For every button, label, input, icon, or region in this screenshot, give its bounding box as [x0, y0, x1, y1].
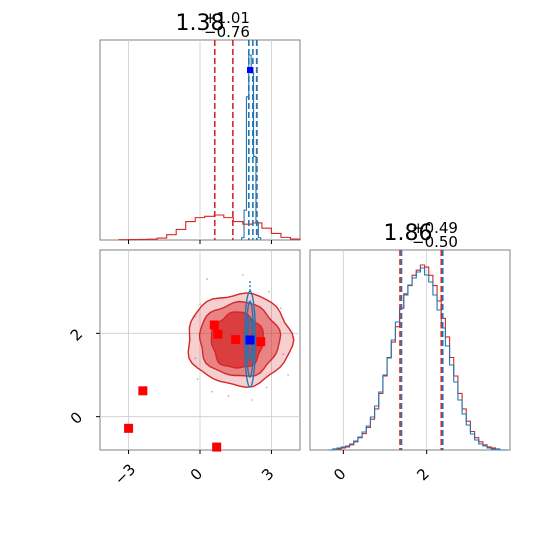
scatter-point — [241, 274, 244, 276]
blue-square-point — [245, 335, 255, 345]
x-tick-label-p1: 0 — [330, 465, 349, 484]
scatter-point — [282, 353, 285, 356]
blue-histogram-p0 — [241, 54, 262, 240]
x-tick-label-p0: −3 — [111, 460, 139, 488]
scatter-point — [265, 386, 268, 389]
y-tick-label-p1: 0 — [67, 408, 86, 427]
truth-marker-blue — [247, 67, 253, 73]
scatter-point — [227, 394, 230, 397]
scatter-point — [268, 290, 270, 293]
joint-panel — [96, 249, 301, 454]
red-square-point — [138, 386, 148, 396]
red-square-point — [124, 423, 134, 433]
red-histogram-p0 — [118, 214, 301, 241]
scatter-point — [211, 390, 213, 393]
x-tick-label-p0: 0 — [187, 465, 206, 484]
marginal-p1-panel — [309, 249, 511, 454]
red-square-point — [213, 329, 223, 339]
title-p0: 1.38 — [176, 11, 225, 36]
marginal-p0-panel — [99, 39, 301, 244]
title-p1-plus: +0.49 — [412, 219, 458, 237]
red-square-point — [231, 335, 241, 345]
x-tick-label-p0: 3 — [258, 465, 277, 484]
scatter-point — [199, 303, 201, 306]
title-p0-plus: +1.01 — [204, 9, 250, 27]
scatter-point — [287, 374, 289, 376]
x-tick-label-p1: 2 — [413, 465, 432, 484]
scatter-point — [206, 278, 209, 281]
title-p1: 1.86 — [384, 221, 433, 246]
scatter-point — [194, 357, 197, 360]
title-p1-median: 1.86 — [384, 221, 433, 246]
scatter-point — [196, 378, 199, 381]
title-p0-minus: −0.76 — [204, 23, 250, 41]
scatter-point — [280, 307, 282, 310]
y-tick-label-p1: 2 — [67, 325, 86, 344]
blue-histogram-p1 — [328, 267, 508, 451]
red-histogram-p1 — [328, 264, 508, 451]
red-square-point — [209, 320, 219, 330]
scatter-point — [251, 399, 254, 401]
red-square-point — [256, 337, 266, 347]
red-square-point — [212, 442, 222, 452]
title-p0-median: 1.38 — [176, 11, 225, 36]
title-p1-minus: −0.50 — [412, 233, 458, 251]
